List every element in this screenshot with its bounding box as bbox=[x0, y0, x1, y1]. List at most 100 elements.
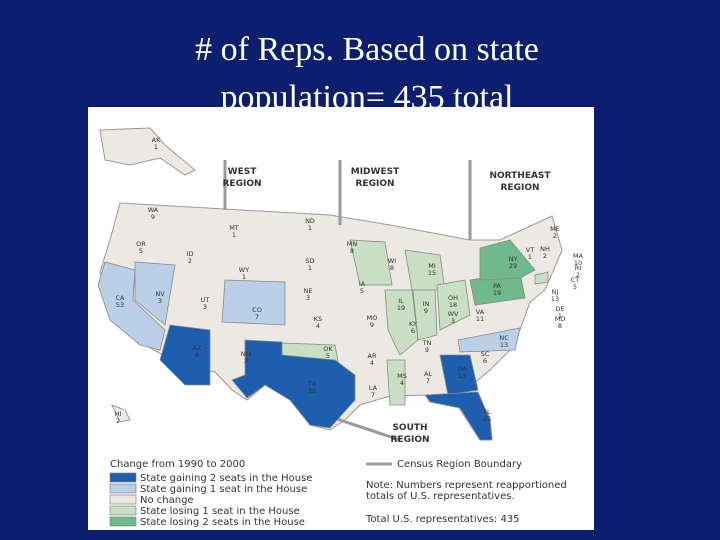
state-abbr: SD bbox=[305, 257, 314, 265]
state-shape bbox=[412, 289, 438, 341]
state-reps: 9 bbox=[425, 346, 429, 354]
state-reps: 7 bbox=[426, 377, 430, 385]
state-reps: 1 bbox=[232, 231, 236, 239]
state-reps: 13 bbox=[551, 295, 559, 303]
state-shape bbox=[457, 327, 521, 353]
state-shape bbox=[221, 279, 286, 326]
state-reps: 2 bbox=[576, 271, 580, 279]
state-abbr: GA bbox=[457, 365, 467, 373]
state-reps: 25 bbox=[483, 415, 491, 423]
state-reps: 3 bbox=[203, 303, 207, 311]
state-reps: 5 bbox=[139, 247, 143, 255]
state-shape bbox=[386, 359, 406, 406]
state-reps: 4 bbox=[400, 379, 404, 387]
legend-label: No change bbox=[140, 495, 194, 506]
state-reps: 5 bbox=[573, 283, 577, 291]
state-reps: 2 bbox=[543, 252, 547, 260]
state-abbr: MN bbox=[347, 240, 358, 248]
state-reps: 3 bbox=[451, 317, 455, 325]
state-abbr: WV bbox=[448, 310, 459, 318]
state-reps: 13 bbox=[500, 341, 508, 349]
state-abbr: AZ bbox=[193, 344, 202, 352]
state-shape bbox=[384, 289, 419, 356]
state-reps: 3 bbox=[158, 297, 162, 305]
region-label: REGION bbox=[356, 179, 395, 189]
region-label: MIDWEST bbox=[351, 167, 400, 177]
state-reps: 7 bbox=[371, 391, 375, 399]
region-boundary bbox=[223, 160, 472, 442]
state-abbr: OK bbox=[323, 345, 333, 353]
state-abbr: AL bbox=[424, 370, 432, 378]
state-abbr: VT bbox=[526, 246, 534, 254]
region-label: REGION bbox=[223, 179, 262, 189]
state-abbr: NC bbox=[499, 334, 509, 342]
state-abbr: MO bbox=[367, 314, 378, 322]
state-abbr: NV bbox=[155, 290, 165, 298]
state-abbr: ME bbox=[550, 225, 560, 233]
state-abbr: WA bbox=[148, 206, 159, 214]
alaska-shape bbox=[99, 127, 196, 176]
state-shape bbox=[349, 239, 393, 286]
legend-swatch bbox=[109, 516, 137, 527]
state-reps: 13 bbox=[458, 372, 466, 380]
state-abbr: MA bbox=[573, 252, 584, 260]
state-abbr: KS bbox=[314, 315, 322, 323]
state-abbr: NY bbox=[509, 255, 518, 263]
state-abbr: IL bbox=[398, 297, 404, 305]
state-reps: 19 bbox=[493, 289, 501, 297]
state-reps: 11 bbox=[476, 315, 484, 323]
state-reps: 3 bbox=[244, 357, 248, 365]
state-abbr: NE bbox=[304, 287, 313, 295]
state-reps: 18 bbox=[449, 301, 457, 309]
state-reps: 1 bbox=[528, 253, 532, 261]
region-label: REGION bbox=[501, 183, 540, 193]
region-label: REGION bbox=[391, 435, 430, 445]
state-shape bbox=[97, 261, 166, 351]
state-abbr: FL bbox=[483, 408, 491, 416]
state-reps: 8 bbox=[195, 351, 199, 359]
state-reps: 32 bbox=[308, 387, 316, 395]
state-reps: 10 bbox=[574, 259, 582, 267]
state-reps: 4 bbox=[370, 359, 374, 367]
state-abbr: WI bbox=[388, 257, 396, 265]
legend-swatch bbox=[109, 472, 137, 483]
state-shape bbox=[424, 391, 493, 441]
state-reps: 1 bbox=[154, 143, 158, 151]
state-abbr: SC bbox=[481, 350, 490, 358]
state-reps: 8 bbox=[558, 322, 562, 330]
state-reps: 2 bbox=[553, 232, 557, 240]
state-shape bbox=[534, 271, 549, 285]
region-label: NORTHEAST bbox=[489, 171, 551, 181]
state-reps: 2 bbox=[116, 417, 120, 425]
state-reps: 7 bbox=[255, 313, 259, 321]
note-line: Note: Numbers represent reapportioned bbox=[366, 480, 567, 491]
state-shapes bbox=[97, 239, 549, 441]
title-line: # of Reps. Based on state bbox=[195, 31, 539, 68]
state-abbr: CT bbox=[571, 276, 580, 284]
legend: State gaining 2 seats in the HouseState … bbox=[109, 472, 312, 528]
state-reps: 1 bbox=[308, 224, 312, 232]
state-abbr: IN bbox=[423, 300, 430, 308]
legend-label: State gaining 1 seat in the House bbox=[140, 484, 307, 495]
total-label: Total U.S. representatives: 435 bbox=[365, 514, 520, 525]
state-abbr: NH bbox=[540, 245, 550, 253]
legend-swatch bbox=[109, 483, 137, 494]
state-abbr: MS bbox=[397, 372, 407, 380]
state-abbr: MD bbox=[555, 315, 566, 323]
legend-swatch bbox=[109, 505, 137, 516]
state-abbr: MI bbox=[428, 262, 436, 270]
state-shape bbox=[436, 279, 471, 331]
state-reps: 15 bbox=[428, 269, 436, 277]
state-abbr: VA bbox=[476, 308, 485, 316]
state-abbr: NM bbox=[241, 350, 251, 358]
state-reps: 5 bbox=[360, 287, 364, 295]
state-shape bbox=[134, 261, 176, 326]
state-reps: 3 bbox=[306, 294, 310, 302]
state-abbr: AR bbox=[368, 352, 377, 360]
note-line: totals of U.S. representatives. bbox=[366, 491, 515, 502]
state-abbr: UT bbox=[201, 296, 210, 304]
state-abbr: TN bbox=[422, 339, 432, 347]
state-shape bbox=[479, 239, 536, 281]
state-reps: 8 bbox=[350, 247, 354, 255]
state-abbr: OR bbox=[136, 240, 146, 248]
